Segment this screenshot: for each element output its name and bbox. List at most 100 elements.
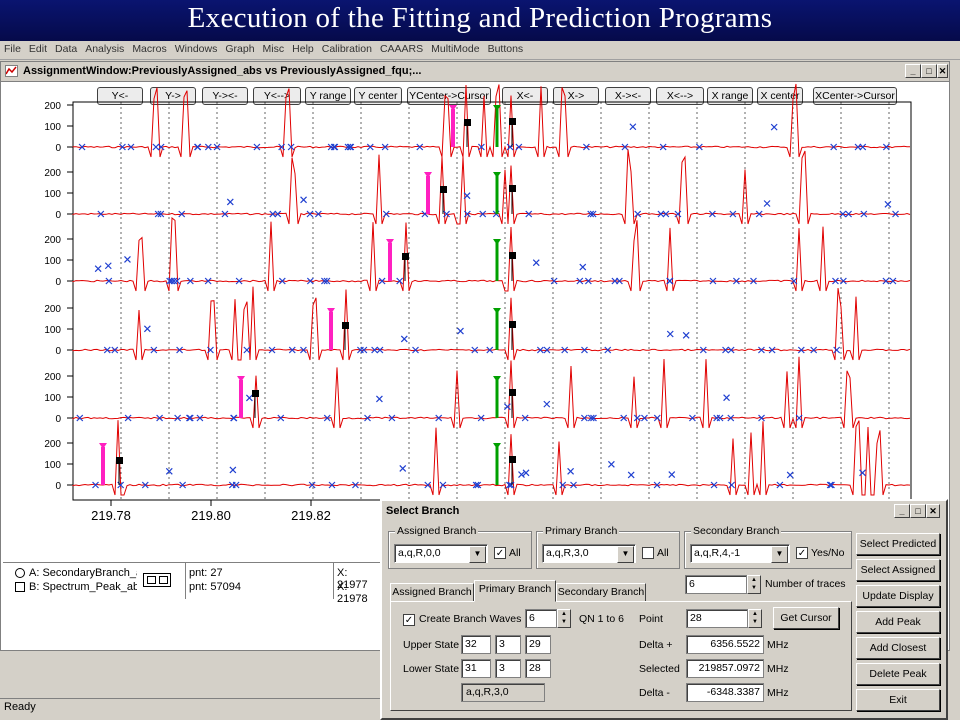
tab-primary-branch[interactable]: Primary Branch xyxy=(474,580,556,602)
peak-marker xyxy=(653,481,661,489)
x-right-button[interactable]: X-> xyxy=(553,87,599,105)
y-center-button[interactable]: Y center xyxy=(354,87,402,105)
peak-marker xyxy=(713,414,721,422)
menu-help[interactable]: Help xyxy=(292,43,314,55)
peak-marker xyxy=(695,143,703,151)
peak-marker xyxy=(168,277,175,285)
point-input[interactable]: 28 xyxy=(686,609,748,628)
waves-spinner[interactable]: ▲ ▼ xyxy=(557,609,571,628)
delta-minus-field[interactable]: -6348.3387 xyxy=(686,683,764,702)
peak-marker xyxy=(143,325,151,333)
graph-window-titlebar: AssignmentWindow:PreviouslyAssigned_abs … xyxy=(1,62,949,82)
peak-marker xyxy=(653,414,661,422)
primary-branch-select[interactable]: a,q,R,3,0 ▼ xyxy=(542,544,636,563)
menu-edit[interactable]: Edit xyxy=(28,43,48,55)
close-icon[interactable]: ✕ xyxy=(937,64,948,78)
peak-marker xyxy=(507,481,515,489)
update-display-button[interactable]: Update Display xyxy=(856,585,940,607)
menu-data[interactable]: Data xyxy=(55,43,78,55)
upper-state-field[interactable]: 29 xyxy=(525,635,551,654)
selected-field[interactable]: 219857.0972 xyxy=(686,659,764,678)
yesno-checkbox[interactable]: ✓ xyxy=(796,547,808,559)
menu-multimode[interactable]: MultiMode xyxy=(431,43,480,55)
menu-calibration[interactable]: Calibration xyxy=(321,43,372,55)
delta-plus-field[interactable]: 6356.5522 xyxy=(686,635,764,654)
menu-buttons[interactable]: Buttons xyxy=(487,43,524,55)
close-icon[interactable]: ✕ xyxy=(926,504,940,518)
y-shrink-button[interactable]: Y-><- xyxy=(202,87,248,105)
y-tick-label: 0 xyxy=(55,277,61,288)
maximize-icon[interactable]: □ xyxy=(921,64,937,78)
minimize-icon[interactable]: _ xyxy=(905,64,921,78)
menu-macros[interactable]: Macros xyxy=(132,43,167,55)
peak-marker xyxy=(550,277,558,285)
select-predicted-button[interactable]: Select Predicted xyxy=(856,533,940,555)
tab-assigned-branch[interactable]: Assigned Branch xyxy=(390,583,474,602)
peak-marker xyxy=(727,346,735,354)
upper-state-field[interactable]: 32 xyxy=(461,635,491,654)
peak-marker xyxy=(634,210,642,218)
waves-count-input[interactable]: 6 xyxy=(525,609,557,628)
x-range-button[interactable]: X range xyxy=(707,87,753,105)
peak-marker xyxy=(892,210,899,218)
x-expand-button[interactable]: X<--> xyxy=(656,87,704,105)
traces-spinner[interactable]: ▲ ▼ xyxy=(747,575,761,594)
peak-marker xyxy=(152,143,160,151)
upper-state-field[interactable]: 3 xyxy=(495,635,521,654)
menu-windows[interactable]: Windows xyxy=(174,43,218,55)
tab-secondary-branch[interactable]: Secondary Branch xyxy=(556,583,646,602)
add-closest-button[interactable]: Add Closest xyxy=(856,637,940,659)
delete-peak-button[interactable]: Delete Peak xyxy=(856,663,940,685)
lower-state-field[interactable]: 3 xyxy=(495,659,521,678)
menu-analysis[interactable]: Analysis xyxy=(85,43,125,55)
peak-marker xyxy=(621,143,629,151)
xcenter-cursor-button[interactable]: XCenter->Cursor xyxy=(813,87,897,105)
peak-marker xyxy=(156,414,164,422)
exit-button[interactable]: Exit xyxy=(856,689,940,711)
assigned-all-checkbox[interactable]: ✓ xyxy=(494,547,506,559)
menu-misc[interactable]: Misc xyxy=(262,43,285,55)
peak-marker xyxy=(97,210,105,218)
peak-marker xyxy=(76,414,84,422)
predicted-peak-marker xyxy=(402,253,409,260)
x-left-button[interactable]: X<- xyxy=(502,87,548,105)
lower-state-label: Lower State xyxy=(403,663,460,675)
menu-graph[interactable]: Graph xyxy=(225,43,255,55)
maximize-icon[interactable]: □ xyxy=(910,504,926,518)
add-peak-button[interactable]: Add Peak xyxy=(856,611,940,633)
primary-branch-arrow xyxy=(493,172,501,178)
minimize-icon[interactable]: _ xyxy=(894,504,910,518)
peak-marker xyxy=(173,277,181,285)
peak-marker xyxy=(235,277,243,285)
select-assigned-button[interactable]: Select Assigned xyxy=(856,559,940,581)
y-tick-label: 0 xyxy=(55,210,61,221)
peak-marker xyxy=(127,143,135,151)
menu-caaars[interactable]: CAAARS xyxy=(379,43,424,55)
point-spinner[interactable]: ▲ ▼ xyxy=(748,609,762,628)
menu-file[interactable]: File xyxy=(4,43,21,55)
peak-marker xyxy=(579,263,587,271)
y-right-button[interactable]: Y-> xyxy=(150,87,196,105)
x-center-button[interactable]: X center xyxy=(757,87,803,105)
primary-branch-arrow xyxy=(493,105,501,111)
ycenter-cursor-button[interactable]: YCenter->Cursor xyxy=(407,87,491,105)
secondary-branch-select[interactable]: a,q,R,4,-1 ▼ xyxy=(690,544,790,563)
lower-state-field[interactable]: 28 xyxy=(525,659,551,678)
assigned-peak-arrow xyxy=(386,239,394,245)
peak-marker xyxy=(471,346,479,354)
peak-marker xyxy=(607,460,615,468)
graph-app-icon xyxy=(5,65,18,77)
peak-marker xyxy=(472,481,480,489)
lower-state-field[interactable]: 31 xyxy=(461,659,491,678)
primary-all-checkbox[interactable] xyxy=(642,547,654,559)
y-range-button[interactable]: Y range xyxy=(305,87,351,105)
x-shrink-button[interactable]: X-><- xyxy=(605,87,651,105)
spectrum-plot[interactable]: 219.78 219.80 219.82 200 100 0 200 100 0 200 100 0 2… xyxy=(1,82,949,562)
get-cursor-button[interactable]: Get Cursor xyxy=(773,607,839,629)
peak-marker xyxy=(274,210,282,218)
y-left-button[interactable]: Y<- xyxy=(97,87,143,105)
assigned-branch-select[interactable]: a,q,R,0,0 ▼ xyxy=(394,544,488,563)
create-waves-checkbox[interactable]: ✓ xyxy=(403,614,415,626)
traces-input[interactable]: 6 xyxy=(685,575,747,594)
peak-marker xyxy=(627,471,635,479)
